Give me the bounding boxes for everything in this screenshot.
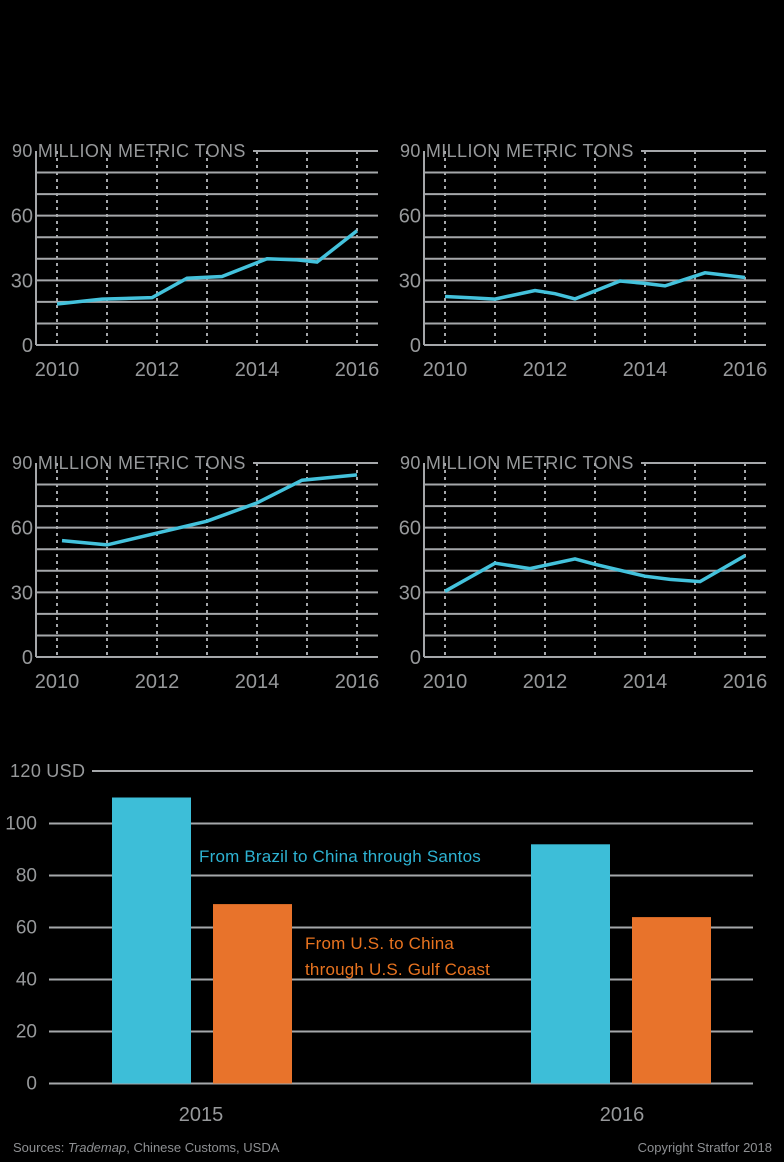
y-tick-label: 20 [16, 1022, 37, 1043]
y-tick-label: 30 [11, 270, 33, 292]
y-tick-label: 60 [399, 206, 421, 228]
chart-header-middle-left: 90 MILLION METRIC TONS [12, 452, 378, 474]
y-tick-label: 60 [16, 918, 37, 939]
header-rule [640, 462, 766, 464]
copyright-text: Copyright Stratfor 2018 [637, 1139, 772, 1155]
bar-chart-freight-cost: 100 80 60 40 20 0 2015 2016 [5, 797, 753, 1126]
header-rule [252, 462, 378, 464]
y-tick-label: 30 [399, 582, 421, 604]
data-line [444, 271, 746, 301]
y-tick-label: 0 [26, 1074, 37, 1095]
bar-series0-2016 [531, 844, 610, 1084]
x-category-label: 2015 [179, 1104, 224, 1126]
y-tick-label: 30 [11, 582, 33, 604]
unit-label: MILLION METRIC TONS [425, 452, 634, 473]
x-tick-label: 2010 [35, 671, 80, 693]
sources-label: Sources: [13, 1139, 68, 1155]
series-label-brazil-santos: From Brazil to China through Santos [199, 847, 481, 866]
header-rule [252, 150, 378, 152]
x-tick-label: 2012 [135, 671, 180, 693]
x-tick-label: 2012 [523, 359, 568, 381]
y-tick-label: 60 [11, 206, 33, 228]
chart-header-middle-right: 90 MILLION METRIC TONS [400, 452, 766, 474]
x-tick-label: 2010 [423, 671, 468, 693]
chart-header-bar: 120 USD [10, 760, 753, 782]
y-max-label: 90 [12, 140, 33, 161]
footer: Sources: Trademap, Chinese Customs, USDA… [13, 1138, 772, 1156]
y-tick-label: 60 [11, 518, 33, 540]
series-label-us-gulf-coast: From U.S. to China through U.S. Gulf Coa… [305, 934, 491, 979]
sources-name: Trademap [67, 1139, 127, 1155]
x-tick-label: 2012 [523, 671, 568, 693]
unit-label: USD [46, 760, 86, 781]
x-tick-label: 2014 [235, 359, 280, 381]
sources-text: Sources: Trademap, Chinese Customs, USDA [13, 1140, 279, 1155]
x-tick-label: 2014 [623, 359, 668, 381]
bar-series1-2016 [632, 917, 711, 1084]
x-category-label: 2016 [600, 1104, 645, 1126]
y-max-label: 90 [400, 140, 421, 161]
y-tick-label: 30 [399, 270, 421, 292]
header-rule [92, 770, 753, 772]
unit-label: MILLION METRIC TONS [37, 140, 246, 161]
data-line [56, 229, 359, 306]
y-tick-label: 0 [22, 335, 33, 357]
x-tick-label: 2012 [135, 359, 180, 381]
unit-label: MILLION METRIC TONS [425, 140, 634, 161]
y-tick-label: 100 [5, 814, 37, 835]
y-tick-label: 80 [16, 866, 37, 887]
y-tick-label: 40 [16, 970, 37, 991]
y-tick-label: 0 [410, 647, 421, 669]
data-line [444, 554, 746, 593]
x-tick-label: 2016 [335, 671, 380, 693]
bar-series1-2015 [213, 904, 292, 1084]
unit-label: MILLION METRIC TONS [37, 452, 246, 473]
y-tick-label: 0 [22, 647, 33, 669]
x-tick-label: 2010 [423, 359, 468, 381]
x-tick-label: 2016 [335, 359, 380, 381]
x-tick-label: 2016 [723, 359, 768, 381]
data-line [61, 473, 358, 547]
header-rule [640, 150, 766, 152]
x-tick-label: 2010 [35, 359, 80, 381]
chart-header-top-right: 90 MILLION METRIC TONS [400, 140, 766, 162]
x-tick-label: 2014 [235, 671, 280, 693]
y-tick-label: 60 [399, 518, 421, 540]
x-tick-label: 2016 [723, 671, 768, 693]
y-max-label: 90 [400, 452, 421, 473]
chart-header-top-left: 90 MILLION METRIC TONS [12, 140, 378, 162]
sources-rest: , Chinese Customs, USDA [126, 1139, 280, 1155]
y-tick-label: 0 [410, 335, 421, 357]
y-max-label: 120 [10, 760, 42, 781]
x-tick-label: 2014 [623, 671, 668, 693]
y-max-label: 90 [12, 452, 33, 473]
bar-series0-2015 [112, 797, 191, 1084]
